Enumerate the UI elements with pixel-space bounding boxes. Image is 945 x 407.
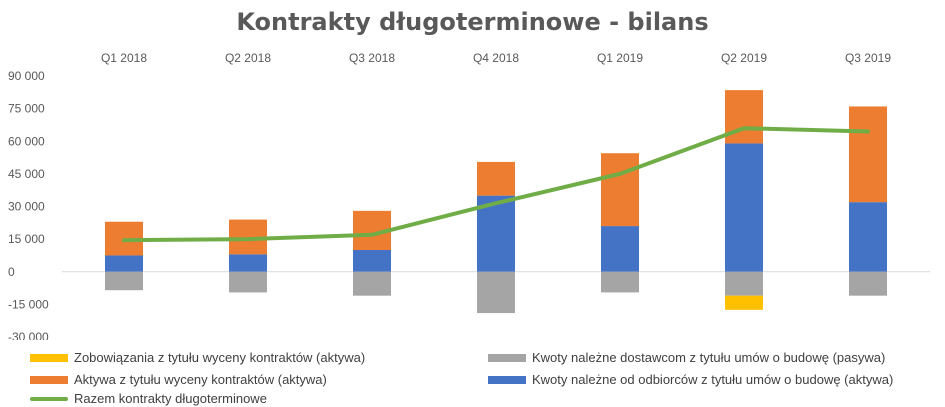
chart-plot: -30 000 -15 000 0 15 000 30 000 45 000 60 000 7… bbox=[8, 51, 930, 340]
legend-swatch-orange bbox=[30, 375, 68, 384]
bar bbox=[353, 271, 391, 296]
y-tick-label: -30 000 bbox=[8, 330, 49, 340]
y-tick-label: 0 bbox=[8, 265, 15, 279]
legend-swatch-blue bbox=[488, 375, 526, 384]
legend-item-razem: Razem kontrakty długoterminowe bbox=[30, 391, 267, 406]
bar bbox=[601, 226, 639, 272]
legend-label: Kwoty należne od odbiorców z tytułu umów… bbox=[532, 372, 894, 387]
x-tick-label: Q2 2018 bbox=[225, 51, 271, 65]
bars bbox=[105, 90, 887, 314]
bar bbox=[849, 202, 887, 272]
legend-swatch-green bbox=[30, 396, 68, 401]
x-tick-label: Q2 2019 bbox=[721, 51, 767, 65]
y-tick-label: 30 000 bbox=[8, 200, 45, 214]
bar bbox=[725, 295, 763, 310]
legend-item-kwoty-dostawcom: Kwoty należne dostawcom z tytułu umów o … bbox=[488, 350, 885, 365]
legend-item-kwoty-odbiorcow: Kwoty należne od odbiorców z tytułu umów… bbox=[488, 372, 893, 387]
legend-item-zobowiazania: Zobowiązania z tytułu wyceny kontraktów … bbox=[30, 350, 365, 365]
bar bbox=[725, 271, 763, 296]
legend-label: Kwoty należne dostawcom z tytułu umów o … bbox=[532, 350, 886, 365]
y-tick-label: 75 000 bbox=[8, 102, 45, 116]
y-tick-label: 90 000 bbox=[8, 69, 45, 83]
bar bbox=[849, 271, 887, 296]
x-axis: Q1 2018 Q2 2018 Q3 2018 Q4 2018 Q1 2019 Q2 20… bbox=[101, 51, 891, 65]
legend-label: Zobowiązania z tytułu wyceny kontraktów … bbox=[74, 350, 366, 365]
bar bbox=[105, 255, 143, 272]
total-line bbox=[122, 126, 870, 243]
chart-title: Kontrakty długoterminowe - bilans bbox=[236, 8, 709, 36]
legend-swatch-yellow bbox=[30, 353, 68, 362]
bar bbox=[477, 161, 515, 196]
bar bbox=[229, 254, 267, 272]
y-tick-label: 15 000 bbox=[8, 232, 45, 246]
bar bbox=[725, 90, 763, 144]
x-tick-label: Q1 2018 bbox=[101, 51, 147, 65]
y-tick-label: 60 000 bbox=[8, 134, 45, 148]
legend-label: Razem kontrakty długoterminowe bbox=[74, 391, 267, 406]
series-line bbox=[122, 126, 870, 243]
bar bbox=[601, 153, 639, 227]
legend-item-aktywa-wyceny: Aktywa z tytułu wyceny kontraktów (aktyw… bbox=[30, 372, 327, 387]
bar bbox=[601, 271, 639, 293]
legend-swatch-gray bbox=[488, 353, 526, 362]
bar bbox=[725, 143, 763, 272]
x-tick-label: Q3 2018 bbox=[349, 51, 395, 65]
y-tick-label: 45 000 bbox=[8, 167, 45, 181]
bar bbox=[353, 250, 391, 272]
bar bbox=[849, 106, 887, 203]
legend-label: Aktywa z tytułu wyceny kontraktów (aktyw… bbox=[74, 372, 327, 387]
bar bbox=[229, 271, 267, 293]
x-tick-label: Q4 2018 bbox=[473, 51, 519, 65]
x-tick-label: Q3 2019 bbox=[845, 51, 891, 65]
bar bbox=[105, 271, 143, 291]
y-axis: -30 000 -15 000 0 15 000 30 000 45 000 60 000 7… bbox=[8, 69, 49, 340]
bar bbox=[477, 271, 515, 314]
x-tick-label: Q1 2019 bbox=[597, 51, 643, 65]
y-tick-label: -15 000 bbox=[8, 297, 49, 311]
